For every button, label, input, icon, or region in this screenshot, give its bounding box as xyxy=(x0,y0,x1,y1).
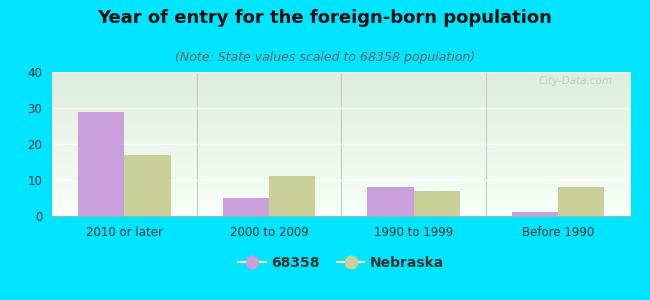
Bar xyxy=(512,212,558,216)
Text: Year of entry for the foreign-born population: Year of entry for the foreign-born popul… xyxy=(98,9,552,27)
Bar xyxy=(367,187,413,216)
Bar xyxy=(269,176,315,216)
Bar xyxy=(558,187,605,216)
Bar xyxy=(223,198,269,216)
Text: City-Data.com: City-Data.com xyxy=(539,76,613,86)
Legend: 68358, Nebraska: 68358, Nebraska xyxy=(233,250,450,275)
Text: (Note: State values scaled to 68358 population): (Note: State values scaled to 68358 popu… xyxy=(175,51,475,64)
Bar xyxy=(124,155,170,216)
Bar xyxy=(413,191,460,216)
Bar xyxy=(78,112,124,216)
